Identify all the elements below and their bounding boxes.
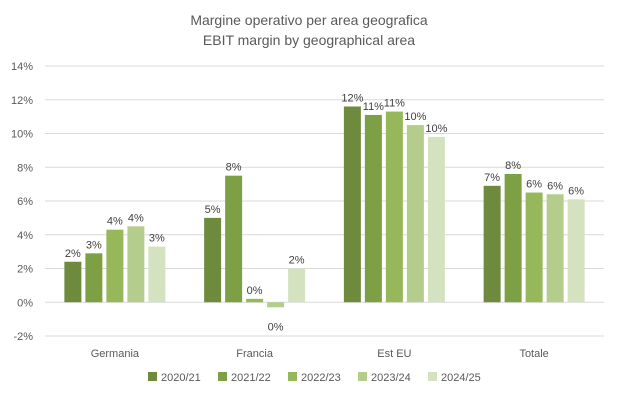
legend-label: 2021/22 xyxy=(231,372,271,384)
x-axis-ticks: Germania Francia Est EU Totale xyxy=(91,348,549,360)
bar-2021-22-totale xyxy=(504,174,522,303)
data-label: 11% xyxy=(363,101,384,113)
x-tick-label: Est EU xyxy=(377,348,411,360)
bars xyxy=(64,106,585,308)
data-label: 4% xyxy=(107,216,123,228)
bar-2022-23-totale xyxy=(525,192,543,303)
data-label: 6% xyxy=(568,185,584,197)
bar-2022-23-francia xyxy=(246,298,264,303)
y-tick-label: 0% xyxy=(17,297,33,309)
bar-2020-21-germania xyxy=(64,261,82,303)
legend-swatch xyxy=(358,372,367,381)
data-label: 0% xyxy=(268,321,284,333)
legend: 2020/21 2021/22 2022/23 2023/24 2024/25 xyxy=(148,372,481,384)
data-label: 11% xyxy=(384,98,405,110)
bar-2020-21-totale xyxy=(483,185,501,303)
bar-2020-21-est-eu xyxy=(343,106,361,303)
bar-2024-25-francia xyxy=(288,268,306,303)
data-label: 10% xyxy=(425,123,447,135)
y-tick-label: 6% xyxy=(17,196,33,208)
y-tick-label: 14% xyxy=(11,61,33,73)
data-label: 3% xyxy=(149,233,165,245)
bar-2023-24-est-eu xyxy=(406,125,424,303)
data-label: 5% xyxy=(205,204,221,216)
data-label: 2% xyxy=(289,255,305,267)
data-label: 8% xyxy=(226,162,242,174)
y-tick-label: 4% xyxy=(17,230,33,242)
legend-label: 2020/21 xyxy=(161,372,201,384)
bar-2022-23-est-eu xyxy=(385,111,403,303)
bar-2021-22-est-eu xyxy=(364,114,382,303)
x-tick-label: Totale xyxy=(519,348,548,360)
x-tick-label: Francia xyxy=(236,348,274,360)
chart-title: Margine operativo per area geografica xyxy=(190,12,428,28)
data-label: 8% xyxy=(505,160,521,172)
bar-2023-24-totale xyxy=(546,194,564,303)
y-tick-label: 12% xyxy=(11,95,33,107)
legend-swatch xyxy=(148,372,157,381)
data-label: 2% xyxy=(65,248,81,260)
legend-label: 2024/25 xyxy=(441,372,481,384)
data-label: 6% xyxy=(526,179,542,191)
legend-swatch xyxy=(288,372,297,381)
chart-subtitle: EBIT margin by geographical area xyxy=(203,32,415,48)
data-label: 7% xyxy=(484,172,500,184)
data-label: 6% xyxy=(547,180,563,192)
x-tick-label: Germania xyxy=(91,348,140,360)
data-label: 0% xyxy=(247,285,263,297)
data-labels: 2%3%4% 4%3%5%8%0%0%2%12%11% 11%10%10%7%8%6… xyxy=(65,93,584,334)
bar-2024-25-totale xyxy=(567,199,585,303)
bar-2022-23-germania xyxy=(106,229,124,303)
legend-swatch xyxy=(218,372,227,381)
legend-label: 2023/24 xyxy=(371,372,411,384)
bar-2021-22-germania xyxy=(85,253,103,303)
bar-2024-25-germania xyxy=(148,246,166,303)
y-tick-label: 10% xyxy=(11,129,33,141)
data-label: 3% xyxy=(86,239,102,251)
legend-label: 2022/23 xyxy=(301,372,341,384)
data-label: 12% xyxy=(341,93,363,105)
y-axis-ticks: -2% 0% 2% 4% 6% 8% 10% 12% 14% xyxy=(11,61,33,343)
data-label: 4% xyxy=(128,212,144,224)
bar-2024-25-est-eu xyxy=(427,136,445,303)
y-tick-label: 8% xyxy=(17,162,33,174)
legend-swatch xyxy=(428,372,437,381)
data-label: 10% xyxy=(404,111,426,123)
bar-2021-22-francia xyxy=(225,175,243,303)
bar-2023-24-germania xyxy=(127,226,145,303)
bar-2023-24-francia xyxy=(267,302,285,308)
y-tick-label: 2% xyxy=(17,264,33,276)
bar-2020-21-francia xyxy=(204,217,222,303)
y-tick-label: -2% xyxy=(13,331,33,343)
